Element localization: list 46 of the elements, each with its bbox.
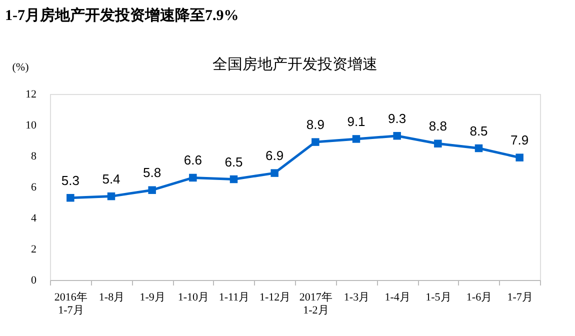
x-tick-label: 1-8月 (98, 292, 125, 304)
data-label: 9.3 (388, 110, 406, 126)
y-tick-label: 12 (26, 88, 36, 100)
chart-subtitle: 全国房地产开发投资增速 (212, 56, 378, 73)
data-label: 8.5 (470, 123, 488, 138)
x-tick-label: 1-6月 (466, 292, 492, 304)
y-tick-label: 6 (31, 182, 37, 194)
data-label: 8.9 (306, 117, 324, 132)
point (230, 175, 238, 184)
point (434, 140, 442, 148)
point (148, 186, 156, 194)
y-axis-title: (%) (12, 62, 30, 74)
x-tick-label: 1-4月 (384, 292, 410, 304)
x-tick-label: 2016年 1-7月 (54, 292, 88, 316)
y-tick-label: 8 (31, 150, 37, 162)
point (270, 169, 278, 177)
point (474, 144, 483, 152)
x-tick-label: 2017年 1-2月 (299, 292, 332, 316)
data-label: 6.9 (266, 148, 284, 164)
point (393, 132, 401, 140)
point (66, 194, 74, 202)
x-tick-label: 1-3月 (344, 292, 370, 304)
data-label: 8.8 (428, 118, 447, 134)
data-label: 5.3 (61, 172, 80, 188)
x-tick-label: 1-12月 (259, 292, 291, 304)
point (516, 154, 524, 162)
data-label: 7.9 (510, 132, 529, 148)
chart-title: 1-7月房地产开发投资增速降至7.9% (5, 6, 239, 24)
point (189, 174, 197, 182)
x-tick-label: 1-11月 (218, 292, 250, 304)
y-tick-label: 4 (31, 212, 37, 224)
x-tick-label: 1-7月 (507, 292, 533, 304)
x-tick-label: 1-10月 (178, 292, 210, 304)
point (107, 192, 116, 200)
point (312, 138, 320, 146)
y-tick-label: 2 (31, 244, 36, 256)
data-label: 6.6 (184, 152, 202, 168)
x-tick-label: 1-9月 (140, 292, 166, 304)
data-label: 6.5 (224, 154, 243, 170)
y-tick-label: 0 (31, 274, 37, 286)
data-label: 9.1 (347, 114, 366, 129)
data-label: 5.8 (143, 165, 162, 180)
x-tick-label: 1-5月 (426, 292, 452, 304)
y-tick-label: 10 (26, 120, 37, 132)
data-label: 5.4 (102, 171, 120, 186)
point (352, 135, 360, 143)
